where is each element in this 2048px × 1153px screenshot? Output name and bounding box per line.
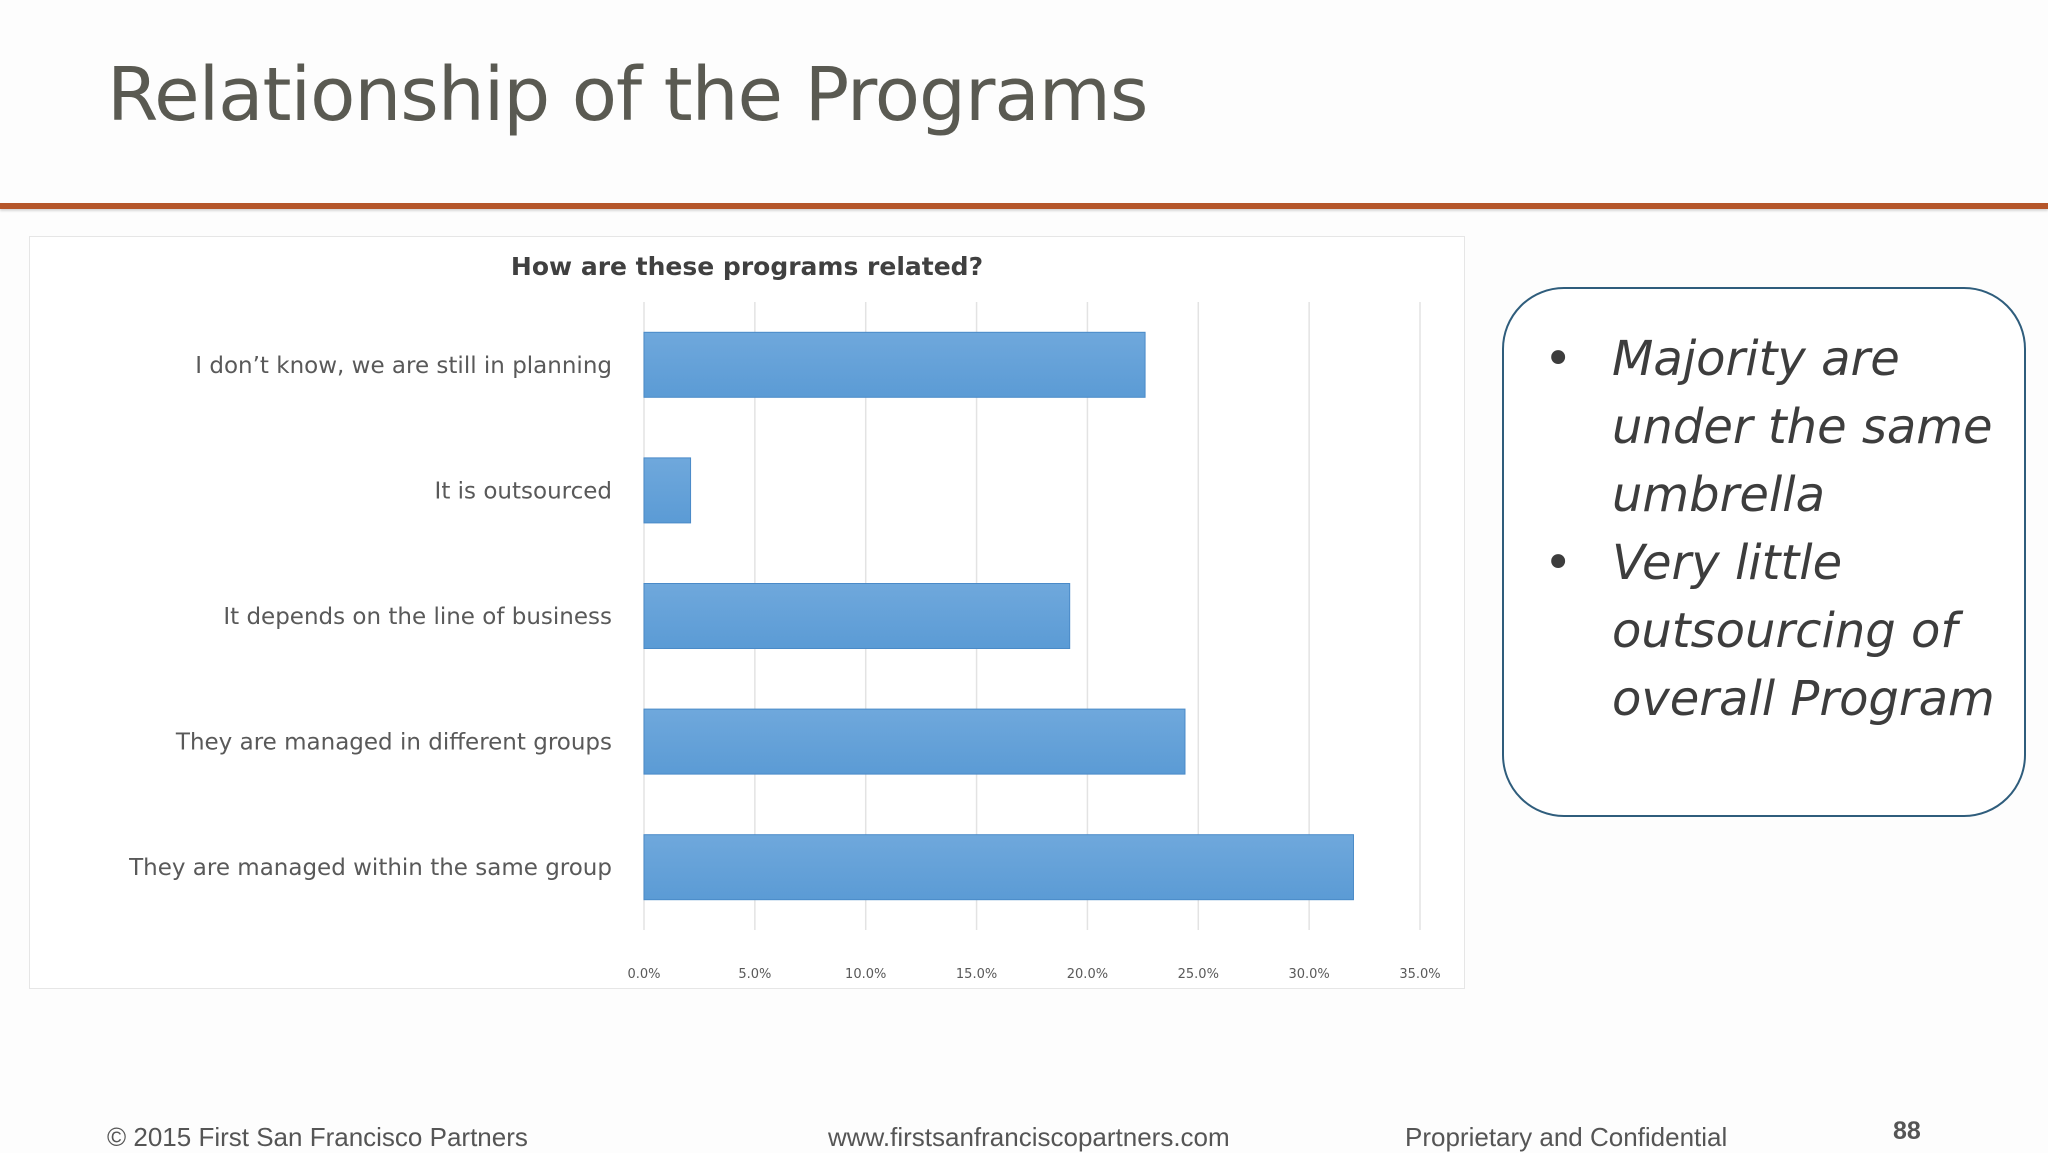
- bullet-icon: •: [1544, 331, 1573, 387]
- finding-item: • Very little outsourcing of overall Pro…: [1544, 529, 2004, 733]
- category-label: They are managed in different groups: [175, 730, 612, 756]
- x-tick-label: 0.0%: [627, 967, 660, 982]
- category-label: They are managed within the same group: [128, 855, 612, 881]
- key-findings-list: • Majority are under the same umbrella •…: [1504, 289, 2024, 733]
- bar: [643, 834, 1354, 901]
- chart-title: How are these programs related?: [511, 252, 983, 281]
- category-label: I don’t know, we are still in planning: [195, 353, 612, 379]
- bar: [643, 583, 1071, 649]
- category-label: It depends on the line of business: [223, 604, 612, 630]
- footer-confidential: Proprietary and Confidential: [1405, 1122, 1728, 1152]
- finding-text: Very little outsourcing of overall Progr…: [1612, 535, 1995, 727]
- key-findings-callout: • Majority are under the same umbrella •…: [1502, 287, 2026, 817]
- bar-chart-svg: How are these programs related? 0.0% 5.0% 1…: [128, 252, 1441, 982]
- slide-title: Relationship of the Programs: [107, 52, 1148, 138]
- x-tick-label: 15.0%: [956, 967, 997, 982]
- bar: [643, 708, 1186, 775]
- bullet-icon: •: [1544, 535, 1573, 591]
- bar: [643, 457, 692, 524]
- x-tick-label: 20.0%: [1067, 967, 1108, 982]
- footer-copyright: © 2015 First San Francisco Partners: [107, 1122, 528, 1152]
- title-divider: [0, 203, 2048, 209]
- x-tick-label: 30.0%: [1288, 967, 1329, 982]
- bar: [643, 331, 1146, 398]
- footer-website: www.firstsanfranciscopartners.com: [828, 1122, 1230, 1152]
- category-label: It is outsourced: [435, 478, 612, 504]
- x-tick-label: 35.0%: [1399, 967, 1440, 982]
- x-tick-label: 5.0%: [738, 967, 771, 982]
- page-number: 88: [1893, 1117, 1921, 1145]
- x-tick-label: 10.0%: [845, 967, 886, 982]
- finding-text: Majority are under the same umbrella: [1612, 331, 1993, 523]
- bar-chart: How are these programs related? 0.0% 5.0% 1…: [29, 236, 1465, 989]
- x-tick-label: 25.0%: [1178, 967, 1219, 982]
- finding-item: • Majority are under the same umbrella: [1544, 325, 2004, 529]
